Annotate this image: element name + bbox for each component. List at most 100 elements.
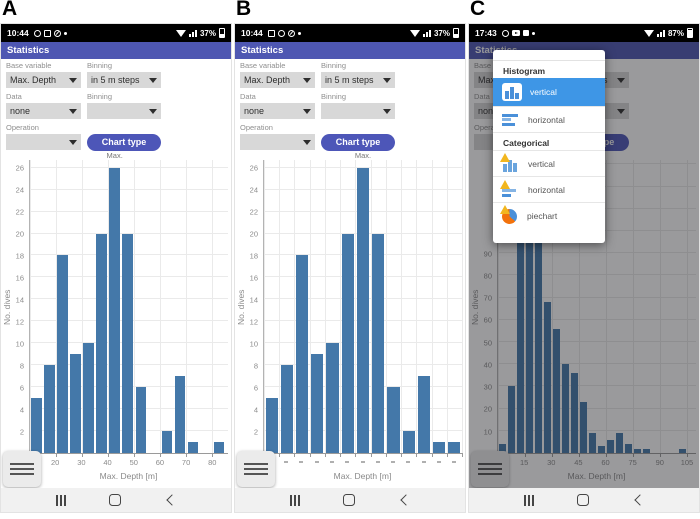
gridline-vertical (552, 160, 553, 453)
chevron-down-icon (383, 108, 391, 114)
app-bar: Statistics (235, 42, 465, 59)
x-tick-dash (406, 461, 411, 463)
popup-item-histogram-vertical[interactable]: vertical (493, 78, 605, 106)
gridline-vertical (633, 160, 634, 453)
back-button[interactable] (165, 494, 178, 506)
battery-icon (219, 28, 225, 38)
gridline-horizontal (498, 407, 696, 409)
y-axis: 02468101214161820222426 (235, 160, 263, 458)
base-variable-dropdown[interactable]: Max. Depth (6, 72, 81, 88)
warning-icon (500, 152, 510, 162)
y-tick-label: 6 (253, 383, 258, 393)
data-dropdown[interactable]: none (6, 103, 81, 119)
gridline-horizontal (30, 166, 228, 168)
bar (311, 354, 324, 453)
data-label: Data (474, 92, 490, 101)
binning-dropdown[interactable]: in 5 m steps (321, 72, 395, 88)
clock: 10:44 (241, 28, 263, 38)
data-dropdown[interactable]: none (240, 103, 315, 119)
x-tick-label: 30 (547, 458, 556, 467)
base-variable-dropdown[interactable]: Max. Depth (240, 72, 315, 88)
x-tick-mark (633, 453, 634, 457)
y-tick-label: 20 (15, 229, 24, 239)
bar (615, 433, 624, 453)
chart-type-button[interactable]: Chart type (321, 134, 395, 151)
gridline-horizontal (30, 188, 228, 190)
recent-apps-button[interactable] (290, 494, 300, 506)
menu-button[interactable] (3, 451, 41, 487)
popup-item-label: vertical (530, 87, 557, 97)
chart-type-popup: Histogram vertical horizontal Categorica… (493, 50, 605, 243)
x-tick-label: 40 (103, 458, 112, 467)
bar (135, 387, 146, 453)
y-tick-label: 22 (15, 207, 24, 217)
gridline-vertical (431, 160, 433, 453)
binning-value: in 5 m steps (91, 75, 140, 85)
y-tick-label: 24 (249, 185, 258, 195)
bar (579, 401, 588, 453)
app-bar: Statistics (1, 42, 231, 59)
binning-value: in 5 m steps (325, 75, 374, 85)
back-button[interactable] (633, 494, 646, 506)
bar (213, 442, 225, 453)
page-title: Statistics (7, 45, 50, 56)
x-tick-label: 45 (574, 458, 583, 467)
menu-button[interactable] (237, 451, 275, 487)
bar (83, 343, 94, 453)
y-tick-label: 40 (483, 360, 492, 370)
data-value: none (244, 106, 265, 116)
operation-dropdown[interactable] (240, 134, 315, 150)
x-tick-label: 90 (655, 458, 664, 467)
binning2-label: Binning (321, 92, 347, 101)
binning-dropdown[interactable]: in 5 m steps (87, 72, 161, 88)
data-value: none (478, 106, 499, 116)
data-value: none (10, 106, 31, 116)
operation-dropdown[interactable] (6, 134, 81, 150)
bar (561, 364, 570, 453)
x-tick-mark (606, 453, 607, 457)
navigation-bar (1, 488, 231, 512)
recent-apps-button[interactable] (524, 494, 534, 506)
signal-icon (422, 29, 431, 37)
bar (552, 328, 561, 453)
binning2-dropdown[interactable] (87, 103, 161, 119)
home-button[interactable] (108, 494, 121, 506)
menu-button[interactable] (471, 451, 509, 487)
gridline-vertical (525, 160, 526, 453)
popup-item-categorical-vertical[interactable]: vertical (493, 150, 605, 176)
gridline-vertical (212, 160, 214, 453)
y-tick-label: 16 (249, 273, 258, 283)
popup-item-histogram-horizontal[interactable]: horizontal (493, 106, 605, 132)
categorical-horizontal-warning-icon (500, 179, 520, 197)
x-tick-mark (579, 453, 580, 457)
clock: 17:43 (475, 28, 497, 38)
recent-apps-button[interactable] (56, 494, 66, 506)
battery-percent: 37% (199, 28, 216, 38)
chart-type-button[interactable]: Chart type (87, 134, 161, 151)
gridline-vertical (385, 160, 387, 453)
bar (624, 444, 633, 453)
wifi-icon (175, 29, 186, 37)
operation-label: Operation (474, 123, 507, 132)
bar (507, 386, 516, 453)
phone-screen-b: 10:44 37% Statistics Base variable Max (234, 23, 466, 513)
page-title: Statistics (241, 45, 284, 56)
popup-item-categorical-horizontal[interactable]: horizontal (493, 176, 605, 202)
phone-screen-a: 10:44 37% Statistics Base variable Max (0, 23, 232, 513)
home-button[interactable] (576, 494, 589, 506)
x-tick-mark (370, 453, 372, 457)
bar (433, 442, 446, 453)
x-tick-label: 50 (129, 458, 138, 467)
back-button[interactable] (399, 494, 412, 506)
gridline-vertical (687, 160, 688, 453)
chevron-down-icon (303, 108, 311, 114)
popup-item-label: horizontal (528, 114, 565, 125)
y-tick-label: 50 (483, 338, 492, 348)
popup-item-piechart[interactable]: piechart (493, 202, 605, 228)
x-tick-mark (355, 453, 357, 457)
compass-icon (53, 29, 61, 37)
binning2-dropdown[interactable] (321, 103, 395, 119)
home-button[interactable] (342, 494, 355, 506)
x-tick-dash (375, 461, 380, 463)
